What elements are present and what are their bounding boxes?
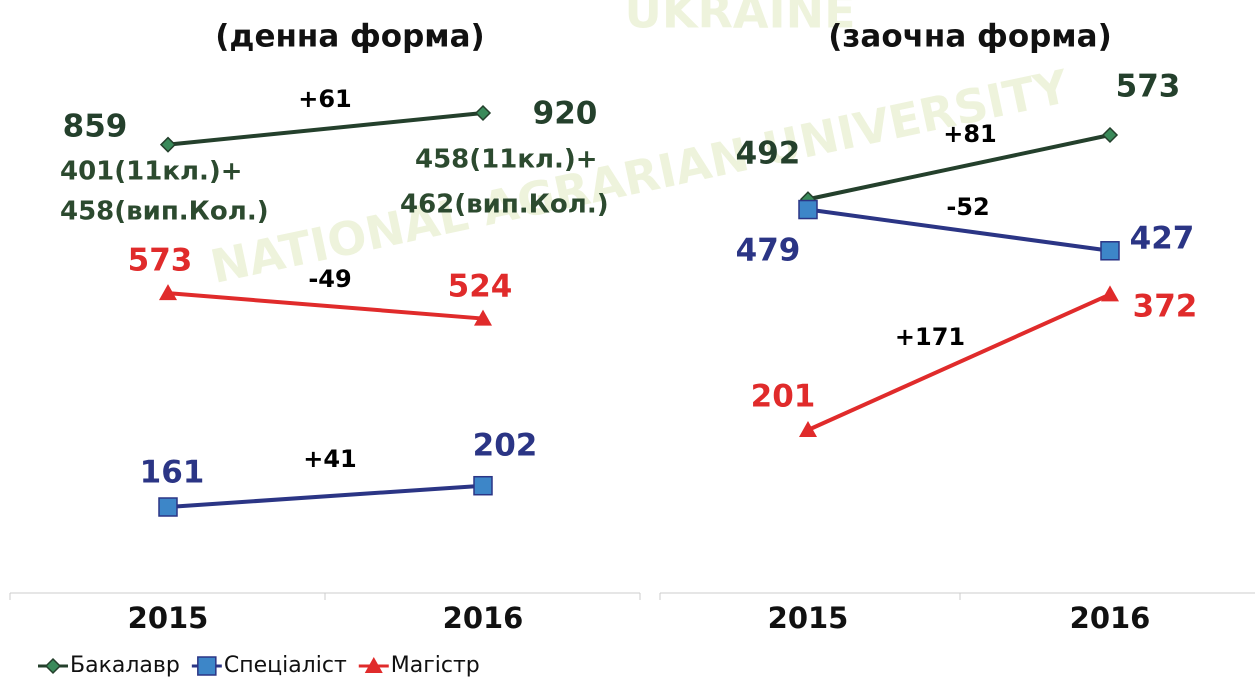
legend-marker	[364, 657, 383, 673]
data-label: 573	[128, 243, 193, 279]
x-tick-label: 2015	[768, 601, 849, 635]
marker	[1101, 126, 1119, 144]
annotation: +61	[298, 85, 352, 113]
marker	[159, 136, 177, 153]
annotation: +41	[303, 445, 357, 473]
marker	[1101, 285, 1119, 302]
x-tick-label: 2016	[443, 601, 524, 635]
marker	[474, 309, 492, 326]
annotation: -49	[308, 265, 351, 293]
data-label: 573	[1116, 69, 1181, 105]
watermark: UKRAINE	[624, 0, 855, 39]
x-tick-label: 2016	[1070, 601, 1151, 635]
data-label: 161	[140, 455, 205, 491]
chart-title: (заочна форма)	[828, 19, 1111, 55]
data-label: 201	[751, 379, 816, 415]
marker	[798, 199, 818, 220]
marker	[1100, 241, 1120, 261]
x-tick-label: 2015	[128, 601, 209, 635]
line	[807, 207, 1111, 253]
marker	[473, 475, 493, 496]
note: 462(вип.Кол.)	[400, 190, 609, 220]
legend-label: Бакалавр	[70, 653, 180, 678]
data-label: 202	[473, 428, 538, 464]
legend-marker	[197, 656, 217, 676]
line	[167, 291, 484, 321]
annotation: -52	[946, 193, 989, 221]
note: 401(11кл.)+	[60, 157, 243, 187]
data-label: 920	[533, 96, 598, 132]
marker	[474, 104, 492, 122]
chart-title: (денна форма)	[215, 19, 484, 55]
legend-label: Магістр	[391, 653, 480, 678]
line	[807, 133, 1111, 202]
line	[167, 483, 484, 509]
data-label: 427	[1130, 221, 1195, 257]
marker	[799, 421, 817, 437]
note: 458(вип.Кол.)	[60, 197, 269, 227]
legend-label: Спеціаліст	[224, 653, 347, 678]
data-label: 524	[448, 269, 513, 305]
data-label: 859	[63, 109, 128, 145]
marker	[159, 284, 177, 301]
line	[167, 111, 484, 147]
marker	[158, 497, 178, 517]
data-label: 372	[1133, 289, 1198, 325]
data-label: 492	[736, 136, 801, 172]
annotation: +171	[895, 323, 965, 351]
data-label: 479	[736, 233, 801, 269]
line	[807, 292, 1111, 432]
note: 458(11кл.)+	[415, 145, 598, 175]
annotation: +81	[943, 120, 997, 148]
legend-marker	[44, 657, 62, 675]
